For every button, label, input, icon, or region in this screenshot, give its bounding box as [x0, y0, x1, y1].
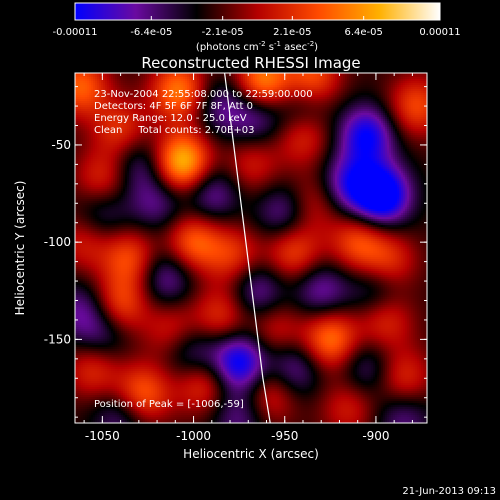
solar-limb-curve [224, 73, 271, 423]
colorbar-tick-label: -2.1e-05 [202, 27, 244, 38]
plot-frame [74, 72, 428, 424]
colorbar-tick-label: -6.4e-05 [130, 27, 172, 38]
info-line: Clean Total counts: 2.70E+03 [94, 125, 254, 136]
y-tick-label: -50 [51, 138, 71, 152]
y-tick-label: -150 [44, 332, 71, 346]
x-tick-label: -900 [362, 429, 389, 443]
info-line: 23-Nov-2004 22:55:08.000 to 22:59:00.000 [94, 89, 313, 100]
colorbar-tick-label: 0.00011 [419, 27, 460, 38]
colorbar-unit-label: (photons cm-2 s-1 asec-2) [196, 40, 318, 53]
colorbar-bar [74, 2, 441, 21]
y-tick-label: -100 [44, 235, 71, 249]
colorbar-ticks: -0.00011 -6.4e-05 -2.1e-05 2.1e-05 6.4e-05 0.… [53, 16, 461, 38]
info-line: Energy Range: 12.0 - 25.0 keV [94, 113, 247, 124]
chart-title: Reconstructed RHESSI Image [141, 54, 360, 72]
peak-position-label: Position of Peak = [-1006,-59] [94, 399, 244, 410]
plot-area: 23-Nov-2004 22:55:08.000 to 22:59:00.000… [74, 72, 428, 424]
x-axis: -1050 -1000 -950 -900 [83, 73, 413, 443]
info-block: 23-Nov-2004 22:55:08.000 to 22:59:00.000… [94, 89, 313, 136]
info-line: Detectors: 4F 5F 6F 7F 8F, Att 0 [94, 101, 253, 112]
y-axis-title: Heliocentric Y (arcsec) [13, 181, 27, 316]
y-axis: -50 -100 -150 [44, 86, 427, 418]
colorbar-tick-label: -0.00011 [53, 27, 98, 38]
x-axis-title: Heliocentric X (arcsec) [183, 447, 319, 461]
colorbar: -0.00011 -6.4e-05 -2.1e-05 2.1e-05 6.4e-05 0.… [53, 2, 461, 53]
x-tick-label: -1050 [85, 429, 120, 443]
heatmap-image [75, 73, 427, 423]
colorbar-tick-label: 6.4e-05 [344, 27, 382, 38]
colorbar-tick-label: 2.1e-05 [273, 27, 311, 38]
x-tick-label: -950 [271, 429, 298, 443]
x-tick-label: -1000 [176, 429, 211, 443]
footer-date: 21-Jun-2013 09:13 [402, 486, 496, 497]
